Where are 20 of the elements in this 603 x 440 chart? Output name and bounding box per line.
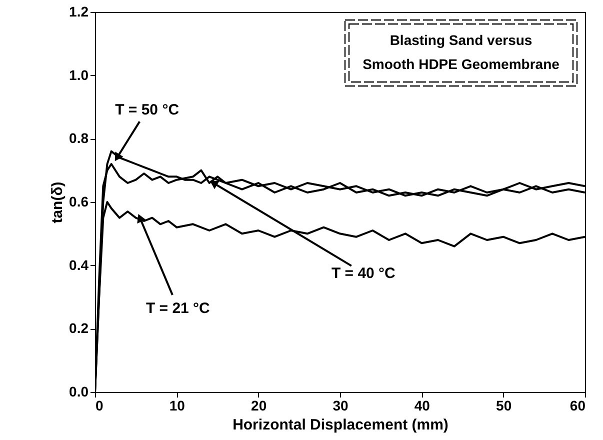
text: Blasting Sand versus Smooth HDPE Geomembrane [362,32,560,72]
y-tick-label: 1.0 [69,66,89,83]
x-tick-label: 0 [96,398,104,414]
y-tick-label: 0.2 [69,320,89,336]
x-tick-label: 40 [414,398,430,414]
y-tick-label: 0.4 [69,256,89,273]
y-tick-label: 0.8 [69,130,89,146]
x-tick-label: 30 [332,398,348,414]
y-axis-title: tan(δ) [49,182,66,224]
y-tick-label: 1.2 [69,4,89,20]
x-tick-label: 10 [169,398,186,414]
y-tick-label: 0.6 [69,194,89,210]
x-tick-label: 20 [251,398,267,414]
annotation: T = 40 °C [331,265,396,282]
x-tick-label: 50 [496,398,512,414]
x-axis-title: Horizontal Displacement (mm) [232,416,448,434]
annotation: T = 21 °C [146,300,210,317]
y-tick-label: 0.0 [69,384,89,400]
annotation: T = 50 °C [115,102,180,119]
x-tick-label: 60 [570,398,586,414]
